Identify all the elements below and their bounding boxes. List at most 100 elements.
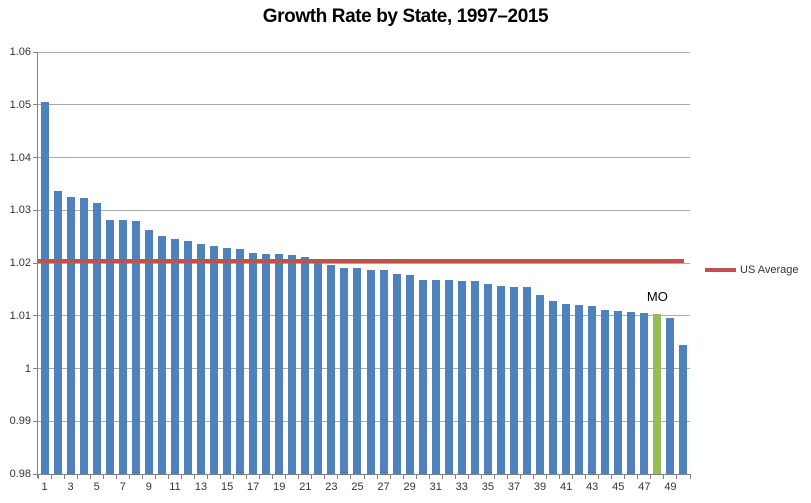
x-axis-tick [559,474,561,479]
x-axis-tick [154,474,156,479]
bar-state-50 [679,344,688,474]
x-axis-tick [337,474,339,479]
bar-state-20 [288,254,297,474]
bar-state-30 [418,279,427,474]
y-tick-label: 1 [24,362,31,375]
bar-state-9 [144,229,153,474]
x-axis-tick [50,474,52,479]
bar-state-39 [536,295,545,474]
bar-state-1 [40,102,49,474]
bar-state-7 [118,220,127,474]
bar-state-41 [562,304,571,474]
x-axis-tick [454,474,456,479]
y-axis-tick [33,473,38,475]
x-tick-label: 9 [145,481,152,493]
y-tick-label: 0.99 [9,415,31,428]
bar-state-47 [640,313,649,474]
x-axis-tick [572,474,574,479]
bar-state-5 [92,203,101,474]
bar-state-10 [157,235,166,474]
bar-state-3 [66,196,75,474]
x-axis-tick [689,474,691,479]
x-tick-label: 33 [455,481,468,493]
bar-state-36 [496,285,505,474]
bar-state-18 [262,253,271,474]
x-axis-tick [220,474,222,479]
bar-state-4 [79,197,88,474]
y-axis-tick [33,209,38,211]
bar-state-46 [627,311,636,474]
x-tick-label: 23 [325,481,338,493]
y-gridline [38,368,690,369]
x-tick-label: 13 [194,481,208,493]
x-axis-tick [350,474,352,479]
x-axis-tick [428,474,430,479]
bar-state-44 [601,309,610,474]
bar-state-25 [353,268,362,474]
y-tick-label: 1.03 [9,204,31,217]
bar-state-37 [509,286,518,474]
x-tick-label: 29 [403,481,416,493]
bar-state-12 [183,240,192,474]
x-tick-label: 21 [299,481,312,493]
bar-state-15 [223,247,232,474]
y-gridline [38,157,690,158]
bar-state-6 [105,219,114,474]
bar-state-26 [366,269,375,474]
x-axis-tick [89,474,91,479]
x-tick-label: 35 [481,481,494,493]
x-tick-label: 39 [533,481,547,493]
bar-state-21 [301,256,310,474]
y-tick-label: 1.02 [9,257,31,269]
x-axis-tick [663,474,665,479]
x-axis-tick [363,474,365,479]
x-tick-label: 41 [559,481,573,493]
bar-state-8 [131,221,140,474]
y-gridline [38,420,690,422]
x-tick-label: 17 [247,481,260,493]
bar-highlight-mo [653,314,662,474]
x-tick-label: 1 [41,481,48,493]
bar-state-27 [379,270,388,474]
x-axis-tick [611,474,613,479]
x-axis-tick [63,474,65,479]
x-axis-tick [193,474,195,479]
bar-state-23 [327,265,336,474]
bar-state-38 [523,287,531,474]
x-axis-tick [650,474,652,479]
x-tick-label: 15 [220,481,234,493]
bar-state-19 [275,253,284,474]
x-tick-label: 7 [119,481,126,493]
y-axis-tick [33,104,38,106]
bar-state-17 [249,252,258,474]
y-tick-label: 1.05 [9,98,31,111]
x-tick-label: 31 [429,481,442,493]
x-axis-tick [676,474,678,479]
x-axis-tick [207,474,209,479]
bar-state-13 [197,244,205,474]
x-axis-tick [598,474,600,479]
x-axis-tick [37,474,39,479]
x-axis-tick [180,474,182,479]
y-axis-tick [33,157,38,158]
x-axis-tick [311,474,313,479]
x-tick-label: 37 [507,481,521,493]
bar-state-45 [614,311,623,474]
y-gridline [38,209,690,211]
bar-state-22 [314,263,323,474]
x-axis-tick [233,474,235,479]
bar-state-2 [53,191,62,474]
x-tick-label: 47 [638,481,651,493]
x-tick-label: 45 [612,481,625,493]
x-axis-tick [167,474,169,479]
x-axis-tick [402,474,404,479]
bar-state-34 [470,281,479,474]
bar-state-35 [483,284,492,474]
x-axis-tick [272,474,274,479]
x-axis-tick [389,474,391,479]
chart-title: Growth Rate by State, 1997–2015 [262,6,549,27]
y-gridline [38,51,690,53]
bar-state-11 [170,238,179,474]
